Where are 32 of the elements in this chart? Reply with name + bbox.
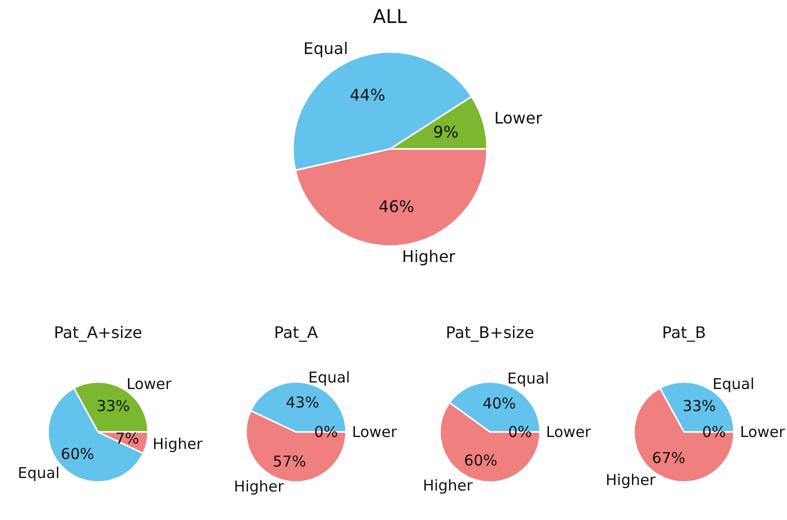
- slice-label: Equal: [712, 374, 754, 393]
- data-label: 9%: [433, 122, 459, 142]
- data-label: 67%: [652, 448, 686, 467]
- slice-label: Higher: [402, 246, 456, 266]
- slice-label: Equal: [507, 370, 550, 388]
- slice-label: Equal: [18, 464, 60, 482]
- slice-label: Equal: [308, 368, 350, 386]
- data-label: 33%: [96, 397, 130, 416]
- chart-title: Pat_A+size: [54, 323, 142, 342]
- slice-label: Higher: [422, 476, 474, 494]
- chart-title: Pat_B+size: [446, 323, 534, 342]
- slice-label: Lower: [494, 108, 543, 128]
- chart-title: ALL: [372, 6, 408, 28]
- slice-label: Equal: [303, 38, 348, 58]
- slice-label: Higher: [152, 435, 204, 454]
- data-label: 60%: [464, 452, 498, 470]
- category-label: Lower: [740, 423, 785, 441]
- data-label: 46%: [378, 196, 414, 216]
- data-label: 33%: [682, 397, 716, 416]
- data-label: 60%: [60, 444, 94, 463]
- category-label: Lower: [546, 423, 591, 441]
- data-label: 44%: [350, 85, 386, 104]
- slice-label: Higher: [234, 478, 285, 496]
- slice-label: Lower: [126, 374, 172, 393]
- data-label: 43%: [286, 394, 320, 412]
- slice-label: Higher: [606, 471, 656, 490]
- data-label: 7%: [115, 430, 140, 448]
- data-label: 57%: [272, 452, 306, 470]
- chart-title: Pat_A: [274, 323, 318, 342]
- data-label: 40%: [482, 394, 516, 412]
- category-label: Lower: [352, 423, 397, 441]
- chart-title: Pat_B: [662, 323, 706, 342]
